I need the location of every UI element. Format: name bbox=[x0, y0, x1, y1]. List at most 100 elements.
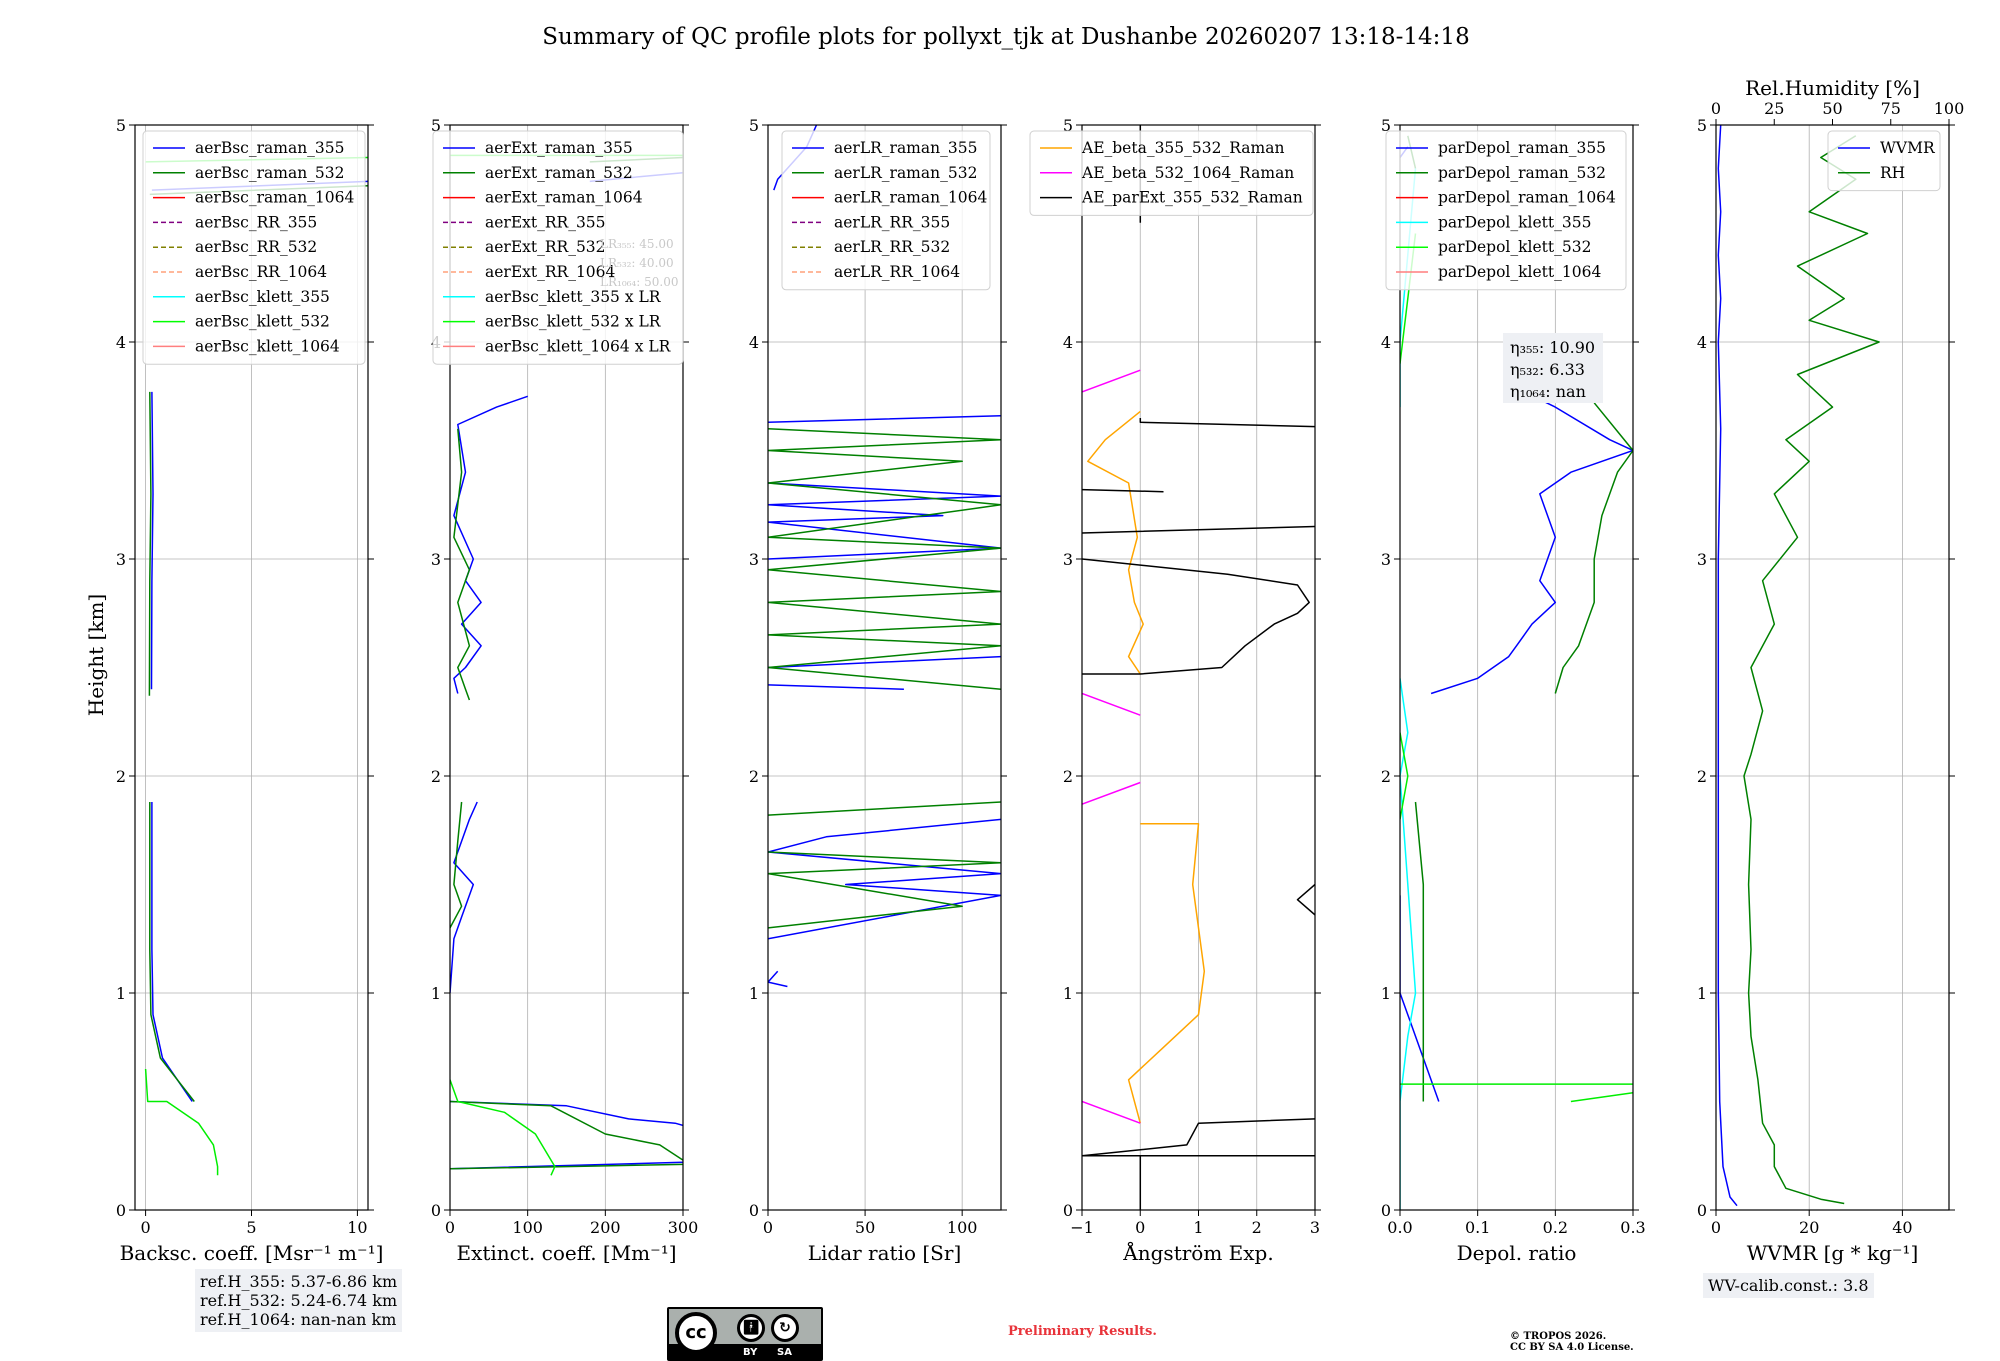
x-tick-label: 200 bbox=[590, 1218, 621, 1237]
series-group bbox=[1717, 125, 1880, 1207]
legend-entry: aerBsc_raman_532 bbox=[195, 164, 345, 182]
panel-backscatter: 0 5 10 0 1 2 3 4 5 Backsc. coeff. [Msr⁻¹ m⁻¹] aerB… bbox=[116, 116, 384, 1265]
x-tick-label: 0.2 bbox=[1543, 1218, 1568, 1237]
cc-by-sa-logo: cc 🚹︎ ↻ BY SA bbox=[667, 1307, 823, 1361]
legend-entry: aerBsc_klett_1064 bbox=[195, 337, 340, 355]
y-tick-label: 2 bbox=[1697, 767, 1707, 786]
legend: aerBsc_raman_355 aerBsc_raman_532 aerBsc_r… bbox=[142, 130, 366, 365]
legend-entry: aerBsc_RR_355 bbox=[195, 213, 317, 231]
legend-frame bbox=[781, 130, 991, 291]
legend: parDepol_raman_355 parDepol_raman_532 parD… bbox=[1385, 130, 1627, 291]
series-line-RH bbox=[1743, 135, 1880, 1205]
legend-entry: parDepol_klett_532 bbox=[1438, 238, 1591, 256]
y-tick-label: 0 bbox=[1063, 1201, 1073, 1220]
top-x-tick-label: 75 bbox=[1881, 99, 1901, 118]
x-tick-label: 0 bbox=[1135, 1218, 1145, 1237]
y-tick-label: 4 bbox=[1381, 333, 1391, 352]
legend-entry: parDepol_raman_532 bbox=[1438, 164, 1606, 182]
legend-entry: aerExt_raman_355 bbox=[485, 139, 633, 157]
legend-entry: aerBsc_klett_1064 x LR bbox=[485, 337, 672, 355]
preliminary-note: Preliminary Results. bbox=[1008, 1324, 1157, 1339]
x-axis-label: Lidar ratio [Sr] bbox=[808, 1241, 962, 1265]
y-tick-label: 0 bbox=[749, 1201, 759, 1220]
y-tick-label: 2 bbox=[749, 767, 759, 786]
legend-entry: aerBsc_RR_532 bbox=[195, 238, 317, 256]
y-tick-label: 1 bbox=[1381, 984, 1391, 1003]
series-line-WVMR bbox=[1717, 125, 1738, 1207]
lr-label: LR₅₃₂: 40.00 bbox=[600, 256, 674, 270]
legend-entry: aerExt_RR_532 bbox=[485, 238, 606, 256]
legend-entry: aerLR_RR_355 bbox=[834, 213, 950, 231]
x-tick-label: 100 bbox=[512, 1218, 543, 1237]
x-tick-label: 0.1 bbox=[1465, 1218, 1490, 1237]
legend: WVMR RH bbox=[1827, 130, 1941, 192]
legend-entry: aerBsc_RR_1064 bbox=[195, 263, 327, 281]
legend-entry: AE_beta_532_1064_Raman bbox=[1081, 164, 1294, 182]
legend-entry: aerBsc_klett_355 x LR bbox=[485, 288, 662, 306]
figure-title: Summary of QC profile plots for pollyxt_… bbox=[542, 24, 1469, 50]
x-tick-label: 0 bbox=[445, 1218, 455, 1237]
eta-label: η₅₃₂: 6.33 bbox=[1510, 360, 1585, 379]
legend-entry: parDepol_klett_355 bbox=[1438, 213, 1591, 231]
y-tick-label: 3 bbox=[1697, 550, 1707, 569]
y-tick-label: 1 bbox=[1063, 984, 1073, 1003]
wv-calib-label: WV-calib.const.: 3.8 bbox=[1708, 1276, 1869, 1295]
top-x-axis-label: Rel.Humidity [%] bbox=[1745, 76, 1920, 100]
y-tick-label: 5 bbox=[1697, 116, 1707, 135]
y-tick-label: 5 bbox=[116, 116, 126, 135]
legend-entry: RH bbox=[1880, 164, 1905, 182]
axes-frame bbox=[767, 124, 1002, 1211]
y-tick-label: 0 bbox=[431, 1201, 441, 1220]
y-tick-label: 0 bbox=[116, 1201, 126, 1220]
x-tick-label: 5 bbox=[246, 1218, 256, 1237]
x-tick-label: 0 bbox=[763, 1218, 773, 1237]
y-tick-label: 2 bbox=[1381, 767, 1391, 786]
ref-height-532: ref.H_532: 5.24-6.74 km bbox=[200, 1291, 398, 1310]
copyright-line-2: CC BY SA 4.0 License. bbox=[1510, 1342, 1634, 1353]
y-tick-label: 2 bbox=[1063, 767, 1073, 786]
legend-entry: aerExt_RR_355 bbox=[485, 213, 606, 231]
legend-frame bbox=[1385, 130, 1627, 291]
y-tick-label: 1 bbox=[116, 984, 126, 1003]
ref-heights-box: ref.H_355: 5.37-6.86 km ref.H_532: 5.24-… bbox=[195, 1269, 403, 1332]
x-tick-label: 0 bbox=[1711, 1218, 1721, 1237]
lr-label: LR₃₅₅: 45.00 bbox=[600, 237, 674, 251]
x-axis-label: Depol. ratio bbox=[1457, 1241, 1577, 1265]
x-tick-label: 0 bbox=[140, 1218, 150, 1237]
y-tick-label: 5 bbox=[1063, 116, 1073, 135]
share-alike-icon: ↻ bbox=[771, 1314, 799, 1342]
x-tick-label: 50 bbox=[855, 1218, 875, 1237]
top-x-tick-label: 50 bbox=[1822, 99, 1842, 118]
top-x-tick-label: 25 bbox=[1764, 99, 1784, 118]
lr-label: LR₁₀₆₄: 50.00 bbox=[600, 275, 678, 289]
legend-entry: aerLR_RR_1064 bbox=[834, 263, 960, 281]
axes-frame bbox=[449, 124, 684, 1211]
series-group bbox=[1400, 135, 1633, 1210]
y-tick-label: 3 bbox=[431, 550, 441, 569]
y-tick-label: 4 bbox=[749, 333, 759, 352]
panel-depolarization: 0.0 0.1 0.2 0.3 0 1 2 3 4 5 Depol. ratio parDepol_r… bbox=[1381, 116, 1646, 1265]
x-axis-label: WVMR [g * kg⁻¹] bbox=[1747, 1241, 1919, 1265]
y-tick-label: 4 bbox=[116, 333, 126, 352]
legend-frame bbox=[1827, 130, 1941, 192]
ref-height-1064: ref.H_1064: nan-nan km bbox=[200, 1310, 397, 1329]
y-tick-label: 5 bbox=[431, 116, 441, 135]
y-tick-label: 5 bbox=[749, 116, 759, 135]
eta-box bbox=[1503, 333, 1603, 403]
legend-entry: aerLR_raman_532 bbox=[834, 164, 977, 182]
panel-water_vapor: 0 20 40 0 1 2 3 4 5 WVMR [g * kg⁻¹] 0 25 50 75 100 Rel.… bbox=[1697, 76, 1964, 1265]
x-tick-label: 40 bbox=[1892, 1218, 1912, 1237]
y-tick-label: 3 bbox=[1381, 550, 1391, 569]
y-tick-label: 2 bbox=[116, 767, 126, 786]
panel-lidar_ratio: 0 50 100 0 1 2 3 4 5 Lidar ratio [Sr] aerLR_raman_… bbox=[749, 116, 1007, 1265]
series-line-AE_beta_532_1064_Raman bbox=[1082, 369, 1141, 1124]
legend-entry: aerLR_RR_532 bbox=[834, 238, 950, 256]
x-axis-label: Backsc. coeff. [Msr⁻¹ m⁻¹] bbox=[120, 1241, 384, 1265]
x-tick-label: 100 bbox=[947, 1218, 978, 1237]
legend-entry: aerExt_RR_1064 bbox=[485, 263, 616, 281]
y-tick-label: 3 bbox=[116, 550, 126, 569]
x-tick-label: 1 bbox=[1193, 1218, 1203, 1237]
copyright-line-1: © TROPOS 2026. bbox=[1510, 1331, 1607, 1342]
